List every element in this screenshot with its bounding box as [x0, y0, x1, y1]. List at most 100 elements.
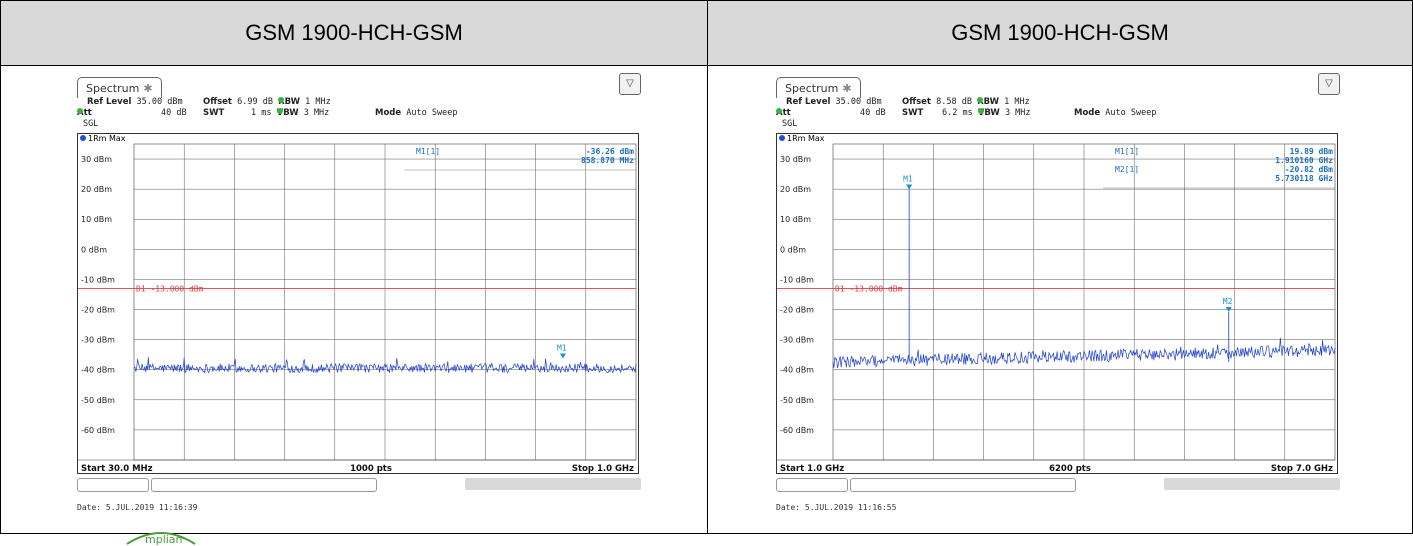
- mode: Mode Auto Sweep: [375, 108, 458, 118]
- limit-line-label: D1 -13.000 dBm: [136, 284, 204, 293]
- marker-table-position: 1.910160 GHz: [1275, 156, 1333, 165]
- marker-table-name: M1[1]: [1115, 147, 1139, 156]
- swt-value: 1 ms VBW 3 MHz: [251, 108, 330, 118]
- ref-level: Ref Level 35.00 dBm: [87, 97, 183, 107]
- y-tick-label: -10 dBm: [780, 275, 814, 284]
- att-value: 40 dB: [860, 108, 886, 118]
- y-tick-label: 20 dBm: [780, 185, 811, 194]
- green-dot-icon: [977, 108, 984, 114]
- y-tick-label: -10 dBm: [81, 275, 115, 284]
- att-value: 40 dB: [161, 108, 187, 118]
- y-tick-label: -40 dBm: [780, 366, 814, 375]
- x-stop-label: Stop 1.0 GHz: [572, 464, 634, 473]
- marker-table-value: 19.89 dBm: [1290, 147, 1334, 156]
- marker-triangle: [559, 353, 566, 359]
- x-stop-label: Stop 7.0 GHz: [1271, 464, 1333, 473]
- marker-triangle: [906, 184, 913, 190]
- offset: Offset 8.58 dB RBW 1 MHz: [902, 97, 1030, 107]
- marker-label: M1: [557, 343, 567, 352]
- green-dot-icon: [77, 108, 83, 114]
- panel-left: GSM 1900-HCH-GSM Spectrum ✱ ▽ Ref Level …: [0, 0, 708, 546]
- marker-table-value: -36.26 dBm: [586, 147, 634, 156]
- parameter-block: Ref Level 35.00 dBm Offset 6.99 dB RBW 1…: [75, 97, 641, 133]
- x-points-label: 6200 pts: [1049, 464, 1091, 473]
- y-tick-label: -20 dBm: [81, 306, 115, 315]
- y-tick-label: 0 dBm: [780, 245, 806, 254]
- mode: Mode Auto Sweep: [1074, 108, 1157, 118]
- green-dot-icon: [276, 108, 283, 114]
- y-tick-label: -40 dBm: [81, 366, 115, 375]
- marker-table-position: 858.870 MHz: [581, 156, 634, 165]
- panel-header: GSM 1900-HCH-GSM: [708, 1, 1412, 66]
- sgl-label: SGL: [83, 119, 99, 129]
- y-tick-label: -30 dBm: [81, 336, 115, 345]
- parameter-block: Ref Level 35.00 dBm Offset 8.58 dB RBW 1…: [774, 97, 1340, 133]
- status-segment: [151, 478, 377, 492]
- att: Att: [77, 108, 92, 118]
- status-bar: [774, 476, 1340, 492]
- marker-table-name: M2[1]: [1115, 165, 1139, 174]
- spectrum-plot: 30 dBm 20 dBm 10 dBm 0 dBm -10 dBm -20 dBm -30…: [777, 143, 1336, 473]
- green-dot-icon: [977, 97, 984, 103]
- y-tick-label: -20 dBm: [780, 306, 814, 315]
- compliance-logo: mplian: [126, 532, 196, 546]
- sgl-label: SGL: [782, 119, 798, 129]
- trace-label: 1Rm Max: [779, 134, 825, 143]
- panel-header: GSM 1900-HCH-GSM: [1, 1, 707, 66]
- tab-spectrum[interactable]: Spectrum ✱: [77, 77, 162, 98]
- trace-label: 1Rm Max: [80, 134, 126, 143]
- date-stamp: Date: 5.JUL.2019 11:16:39: [77, 503, 198, 512]
- status-bar: [75, 476, 641, 492]
- swt: SWT: [203, 108, 225, 118]
- y-tick-label: -50 dBm: [81, 396, 115, 405]
- y-tick-label: 30 dBm: [780, 155, 811, 164]
- menu-icon[interactable]: ▽: [1318, 73, 1340, 95]
- status-indicator: [465, 478, 641, 490]
- spectrum-trace: [133, 356, 637, 374]
- tab-bar: Spectrum ✱ ▽: [75, 71, 641, 98]
- marker-table-name: M1[1]: [416, 147, 440, 156]
- y-tick-label: -60 dBm: [780, 426, 814, 435]
- spectrum-screenshot: Spectrum ✱ ▽ Ref Level 35.00 dBm Offset …: [774, 71, 1340, 512]
- status-segment: [776, 478, 848, 492]
- status-segment: [850, 478, 1076, 492]
- status-segment: [77, 478, 149, 492]
- panel-right: GSM 1900-HCH-GSM Spectrum ✱ ▽ Ref Level …: [707, 0, 1413, 534]
- tab-spectrum[interactable]: Spectrum ✱: [776, 77, 861, 98]
- tab-label: Spectrum: [86, 81, 140, 95]
- spectrum-screenshot: Spectrum ✱ ▽ Ref Level 35.00 dBm Offset …: [75, 71, 641, 546]
- spectrum-plot: 30 dBm 20 dBm 10 dBm 0 dBm -10 dBm -20 dBm -30…: [78, 143, 637, 473]
- y-tick-label: 30 dBm: [81, 155, 112, 164]
- marker-table-position: 5.730118 GHz: [1275, 174, 1333, 183]
- menu-icon[interactable]: ▽: [619, 73, 641, 95]
- pin-icon: ✱: [842, 81, 852, 95]
- ref-level: Ref Level 35.00 dBm: [786, 97, 882, 107]
- y-tick-label: -60 dBm: [81, 426, 115, 435]
- y-tick-label: 10 dBm: [780, 215, 811, 224]
- pin-icon: ✱: [143, 81, 153, 95]
- x-start-label: Start 30.0 MHz: [81, 464, 153, 473]
- marker-label: M2: [1223, 297, 1233, 306]
- swt-value: 6.2 ms VBW 3 MHz: [942, 108, 1031, 118]
- spectrum-trace: [832, 337, 1336, 369]
- swt: SWT: [902, 108, 924, 118]
- y-tick-label: 20 dBm: [81, 185, 112, 194]
- green-dot-icon: [776, 108, 782, 114]
- y-tick-label: 10 dBm: [81, 215, 112, 224]
- y-tick-label: -50 dBm: [780, 396, 814, 405]
- status-indicator: [1164, 478, 1340, 490]
- marker-triangle: [1225, 306, 1232, 312]
- att: Att: [776, 108, 791, 118]
- date-stamp: Date: 5.JUL.2019 11:16:55: [776, 503, 897, 512]
- plot-area: 1Rm Max 30 dBm 20 dBm 10 dBm 0 dBm -10 dBm -2…: [77, 133, 639, 474]
- y-tick-label: -30 dBm: [780, 336, 814, 345]
- svg-text:mplian: mplian: [145, 533, 183, 546]
- y-tick-label: 0 dBm: [81, 245, 107, 254]
- limit-line-label: D1 -13.000 dBm: [835, 284, 903, 293]
- tab-bar: Spectrum ✱ ▽: [774, 71, 1340, 98]
- offset: Offset 6.99 dB RBW 1 MHz: [203, 97, 331, 107]
- marker-table-value: -20.82 dBm: [1285, 165, 1333, 174]
- x-points-label: 1000 pts: [350, 464, 392, 473]
- plot-area: 1Rm Max 30 dBm 20 dBm 10 dBm 0 dBm -10 dBm -2…: [776, 133, 1338, 474]
